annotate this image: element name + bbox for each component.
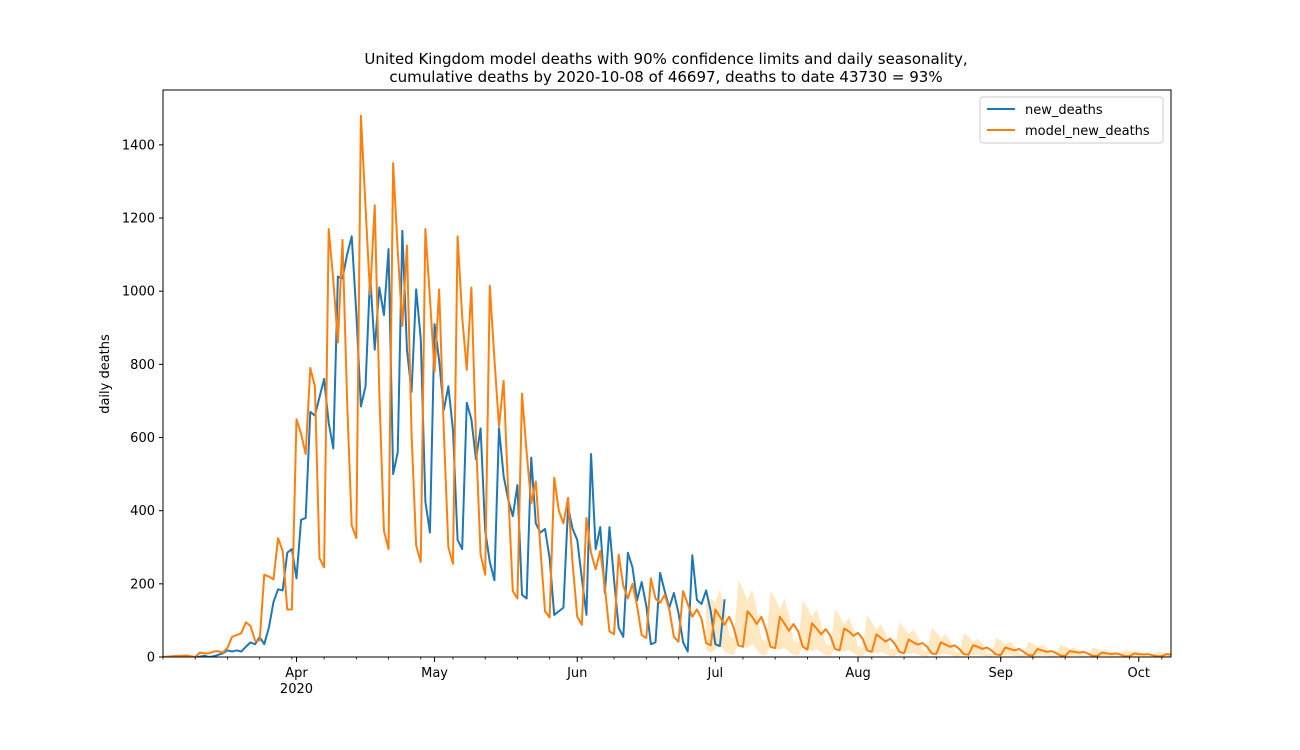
confidence-band <box>706 580 1171 657</box>
y-tick-label: 1400 <box>122 138 155 153</box>
y-tick-label: 1000 <box>122 285 155 300</box>
y-tick-label: 400 <box>130 504 155 519</box>
legend-box <box>979 96 1164 144</box>
y-axis: 0 200 400 600 800 1000 1200 1400 <box>122 138 163 666</box>
y-tick-label: 800 <box>130 358 155 373</box>
y-tick-label: 600 <box>130 431 155 446</box>
y-tick-label: 0 <box>147 651 155 666</box>
x-tick-label: Sep <box>988 666 1013 681</box>
x-tick-label: Apr <box>285 666 308 681</box>
x-tick-label: Jun <box>566 666 587 681</box>
series-line-model-new-deaths <box>163 114 1171 657</box>
x-tick-label: May <box>421 666 448 681</box>
plot-area-frame <box>162 89 1172 658</box>
chart-title-line-1: United Kingdom model deaths with 90% con… <box>364 50 967 68</box>
y-axis-label: daily deaths <box>98 334 113 414</box>
legend-label-model-new-deaths: model_new_deaths <box>1025 124 1150 139</box>
chart-title-line-2: cumulative deaths by 2020-10-08 of 46697… <box>389 68 942 86</box>
x-tick-sublabel: 2020 <box>280 682 313 697</box>
legend: new_deaths model_new_deaths <box>979 96 1164 144</box>
x-tick-label: Jul <box>706 666 723 681</box>
x-tick-label: Oct <box>1128 666 1150 681</box>
y-tick-label: 200 <box>130 577 155 592</box>
x-tick-label: Aug <box>845 666 870 681</box>
y-tick-label: 1200 <box>122 212 155 227</box>
legend-label-new-deaths: new_deaths <box>1025 103 1103 118</box>
